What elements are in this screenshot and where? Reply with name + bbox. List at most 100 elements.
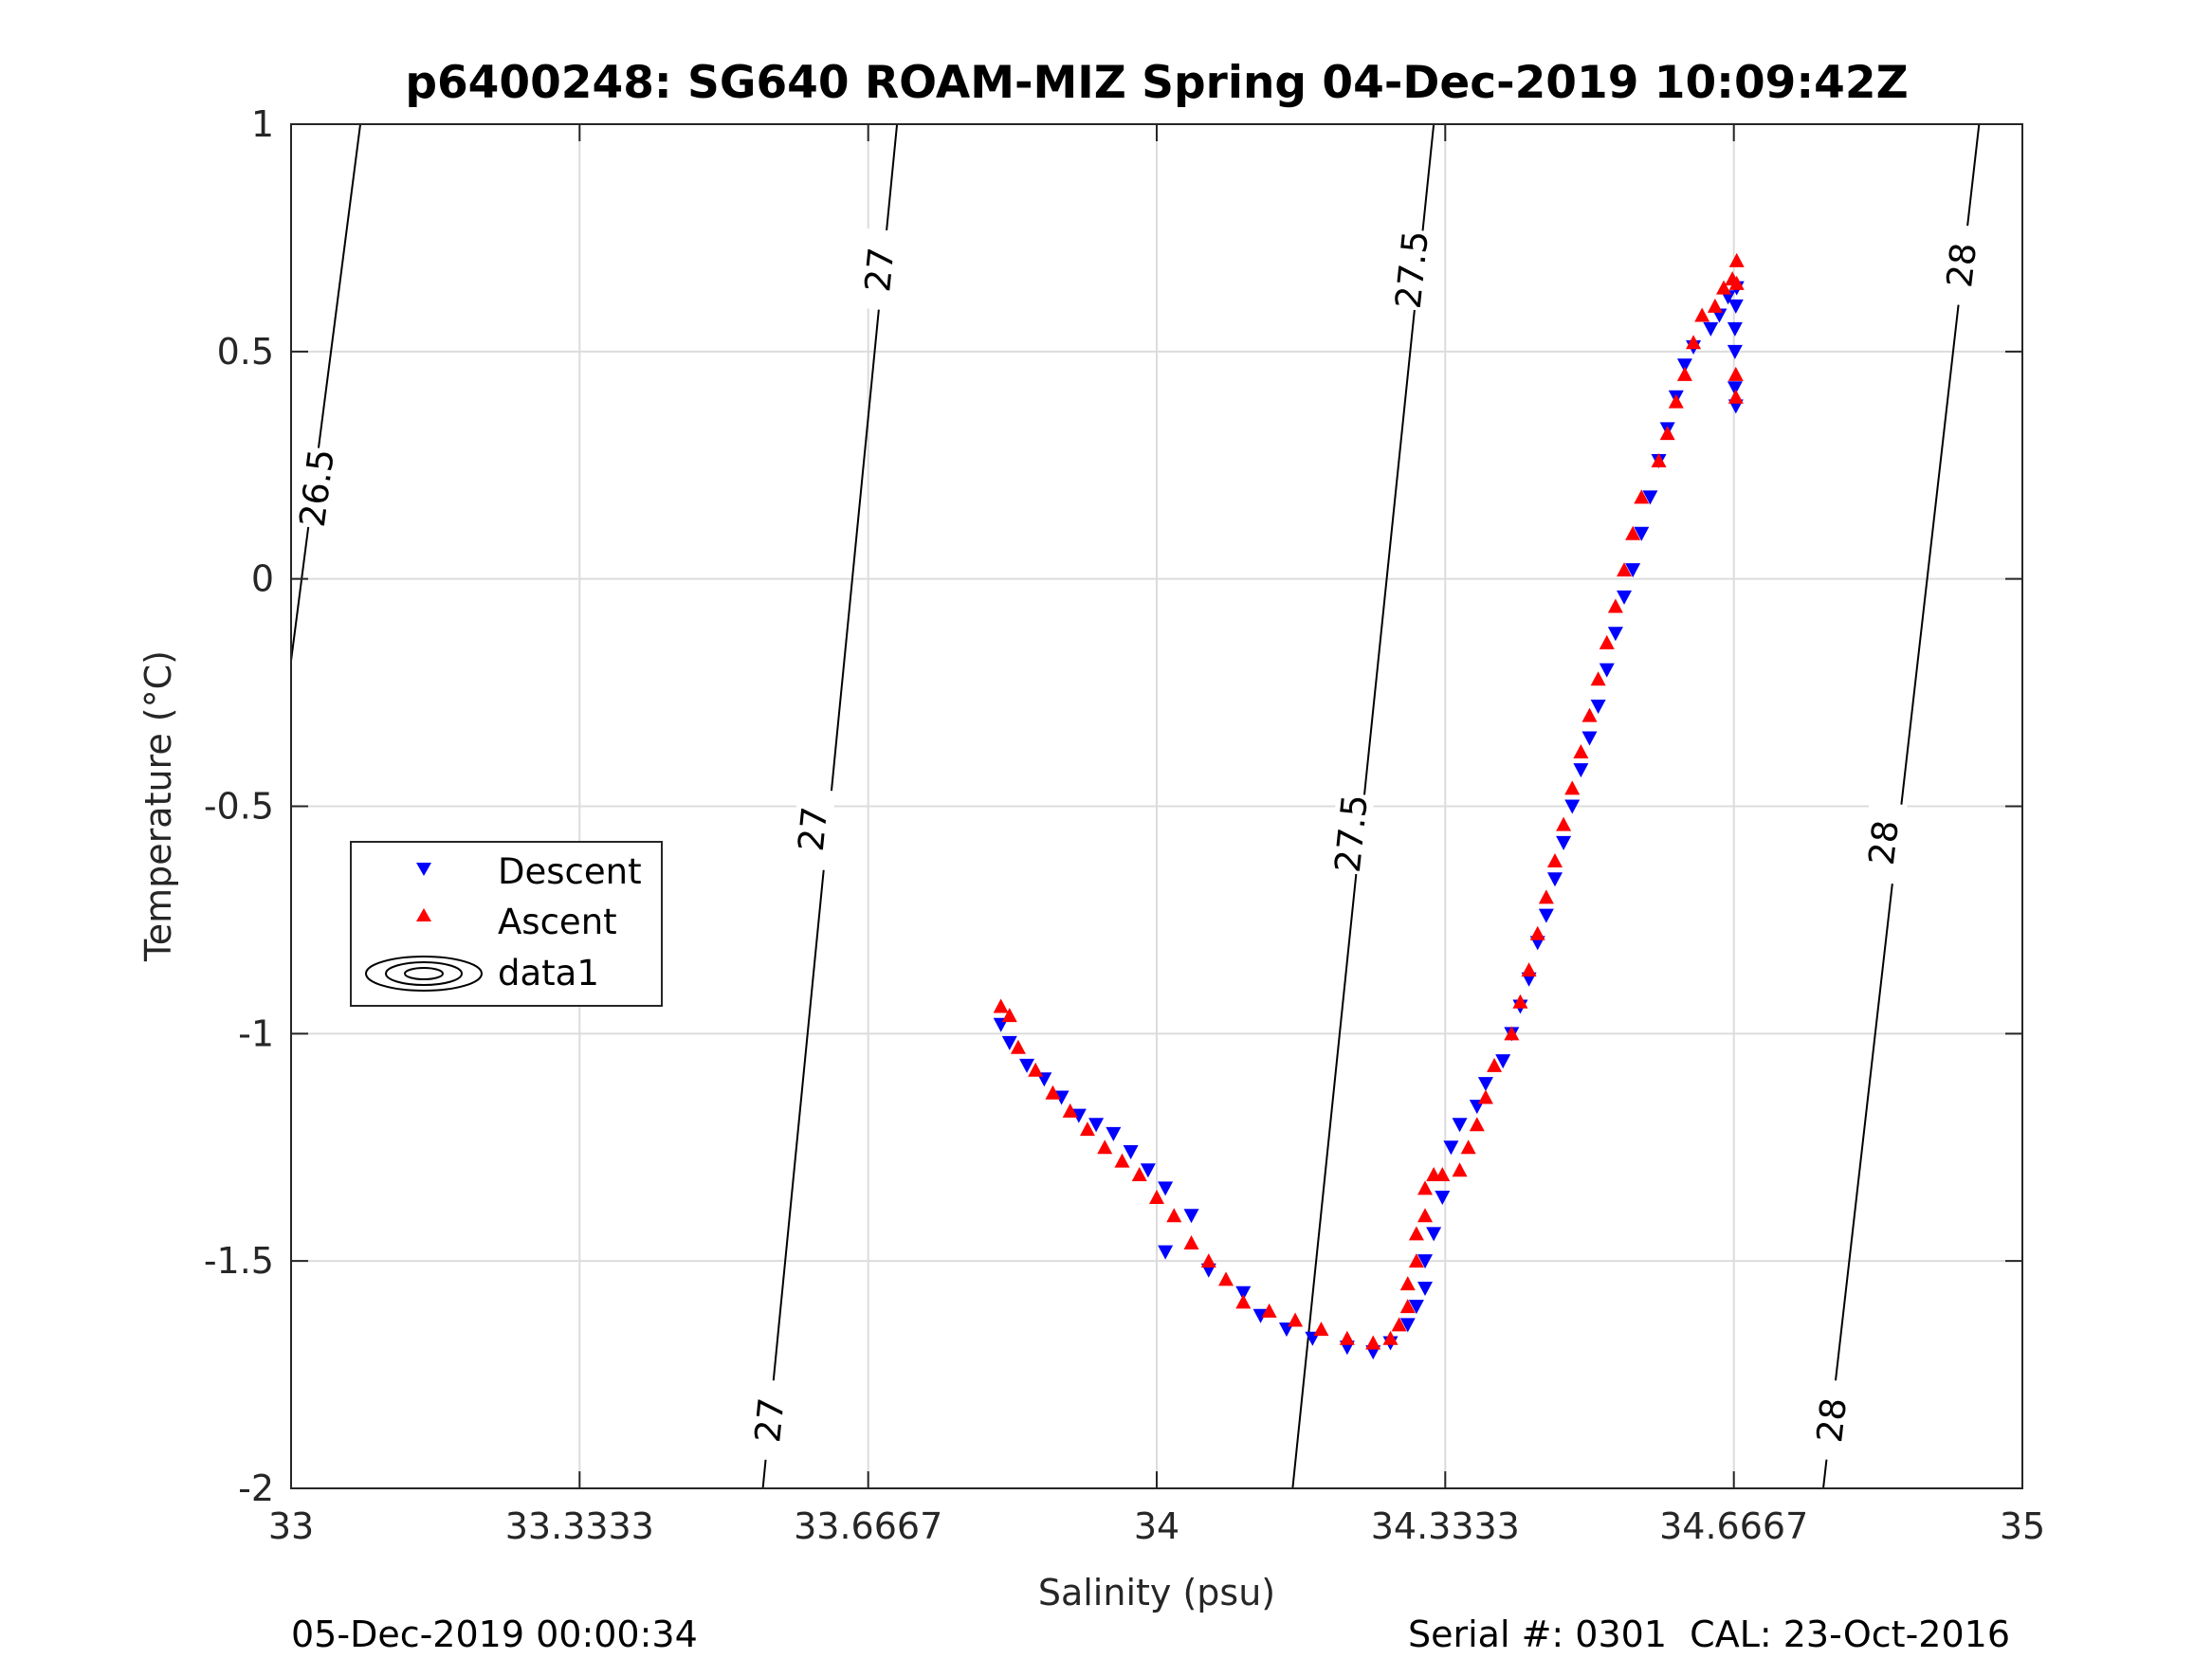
- data-points: [993, 252, 1745, 1360]
- descent-marker: [1728, 299, 1744, 314]
- descent-marker: [1477, 1077, 1493, 1092]
- x-tick-label: 34.6667: [1659, 1505, 1808, 1547]
- descent-marker: [1573, 763, 1589, 778]
- contour-label-27: 27: [791, 805, 835, 853]
- ascent-marker: [1590, 671, 1606, 686]
- ascent-marker: [1581, 707, 1598, 722]
- ascent-marker: [1261, 1303, 1277, 1318]
- ascent-marker: [1728, 275, 1745, 290]
- axis-ticks: 33 33.3333 33.6667 34 34.3333 34.6667 35 -2 -1.5…: [204, 103, 2045, 1547]
- ascent-marker: [1408, 1253, 1424, 1268]
- legend-data1-label: data1: [498, 953, 599, 994]
- descent-marker: [1452, 1118, 1468, 1133]
- descent-marker: [1001, 1035, 1017, 1050]
- descent-marker: [1417, 1254, 1434, 1269]
- contour-label-27.5: 27.5: [1327, 793, 1376, 874]
- legend: Descent Ascent data1: [350, 841, 663, 1007]
- ascent-marker: [1477, 1089, 1493, 1104]
- descent-marker: [1070, 1108, 1087, 1123]
- ascent-marker: [1487, 1057, 1503, 1072]
- descent-marker: [1642, 490, 1658, 505]
- ascent-marker: [1728, 366, 1744, 381]
- contour-label-28: 28: [1809, 1395, 1855, 1445]
- y-tick-label: -1: [238, 1012, 274, 1054]
- ascent-marker: [1617, 562, 1633, 577]
- ascent-marker: [1707, 298, 1723, 313]
- ascent-marker: [1365, 1335, 1381, 1350]
- ascent-marker: [1001, 1008, 1017, 1023]
- ascent-marker: [1399, 1299, 1416, 1314]
- y-axis-label: Temperature (°C): [137, 650, 179, 962]
- ascent-marker: [1573, 743, 1589, 758]
- y-tick-label: -1.5: [204, 1240, 274, 1282]
- ascent-marker: [1339, 1330, 1355, 1345]
- y-tick-label: 1: [251, 103, 274, 145]
- ascent-marker: [1045, 1085, 1061, 1100]
- descent-marker: [1426, 1227, 1442, 1242]
- ascent-marker: [1728, 252, 1745, 267]
- descent-marker: [1417, 1281, 1434, 1296]
- contour-label-bg: [293, 446, 341, 530]
- ascent-marker: [1607, 598, 1623, 613]
- ascent-marker: [1417, 1208, 1434, 1223]
- descent-marker: [1183, 1209, 1199, 1224]
- x-tick-label: 33: [268, 1505, 314, 1547]
- ascent-marker: [1399, 1276, 1416, 1291]
- descent-marker: [1546, 872, 1563, 887]
- ascent-marker: [1659, 426, 1675, 441]
- ascent-marker: [1694, 307, 1710, 322]
- descent-marker: [1435, 1191, 1451, 1206]
- legend-box: [350, 841, 663, 1007]
- descent-marker: [1590, 699, 1606, 714]
- descent-marker: [1158, 1181, 1174, 1196]
- ascent-marker: [1651, 452, 1667, 467]
- descent-marker: [1123, 1145, 1139, 1160]
- contour-label-bg: [1389, 228, 1435, 312]
- ascent-marker: [1149, 1190, 1164, 1205]
- series-ascent: [993, 252, 1745, 1350]
- x-tick-label: 34.3333: [1371, 1505, 1520, 1547]
- contour-label-bg: [1860, 800, 1908, 884]
- contour-line-26.5: [290, 123, 362, 662]
- footer-timestamp: 05-Dec-2019 00:00:34: [291, 1613, 698, 1655]
- descent-marker: [1053, 1090, 1069, 1105]
- y-tick-label: 0: [251, 558, 274, 600]
- ascent-marker: [1556, 816, 1572, 831]
- ascent-marker: [1408, 1226, 1424, 1241]
- ascent-marker: [1668, 393, 1684, 409]
- descent-marker: [1564, 799, 1581, 814]
- descent-marker: [1556, 835, 1572, 850]
- descent-marker: [1625, 563, 1641, 578]
- ascent-marker: [1218, 1271, 1234, 1286]
- ascent-marker: [1062, 1103, 1078, 1118]
- ascent-marker: [1521, 962, 1537, 977]
- ascent-marker: [1634, 489, 1650, 504]
- ascent-marker: [1391, 1317, 1407, 1332]
- contour-label-bg: [1808, 1378, 1856, 1463]
- ascent-marker: [1417, 1180, 1434, 1195]
- x-tick-label: 33.3333: [505, 1505, 654, 1547]
- ascent-marker: [1010, 1039, 1026, 1054]
- ascent-marker: [1538, 889, 1554, 904]
- descent-marker: [1703, 321, 1719, 337]
- ascent-marker: [1382, 1330, 1398, 1345]
- legend-descent-label: Descent: [498, 851, 642, 892]
- descent-marker: [1727, 344, 1743, 359]
- y-tick-label: 0.5: [217, 331, 274, 373]
- descent-marker: [1443, 1140, 1459, 1156]
- descent-marker: [1727, 381, 1743, 396]
- ascent-marker: [1469, 1117, 1485, 1132]
- chart-title: p6400248: SG640 ROAM-MIZ Spring 04-Dec-2…: [405, 57, 1908, 109]
- ascent-marker: [1546, 853, 1563, 868]
- ascent-marker: [1235, 1294, 1252, 1309]
- ascent-marker: [1114, 1153, 1130, 1168]
- ascent-marker: [1599, 634, 1615, 649]
- descent-marker: [1617, 590, 1633, 605]
- ascent-marker: [1200, 1253, 1216, 1268]
- descent-marker: [1634, 526, 1650, 541]
- ascent-marker: [1460, 1139, 1476, 1155]
- density-contours: 26.5 27 27 27 27.5 27.5 28 28 28: [290, 123, 1985, 1489]
- descent-marker: [1140, 1163, 1156, 1178]
- contour-label-bg: [790, 787, 836, 871]
